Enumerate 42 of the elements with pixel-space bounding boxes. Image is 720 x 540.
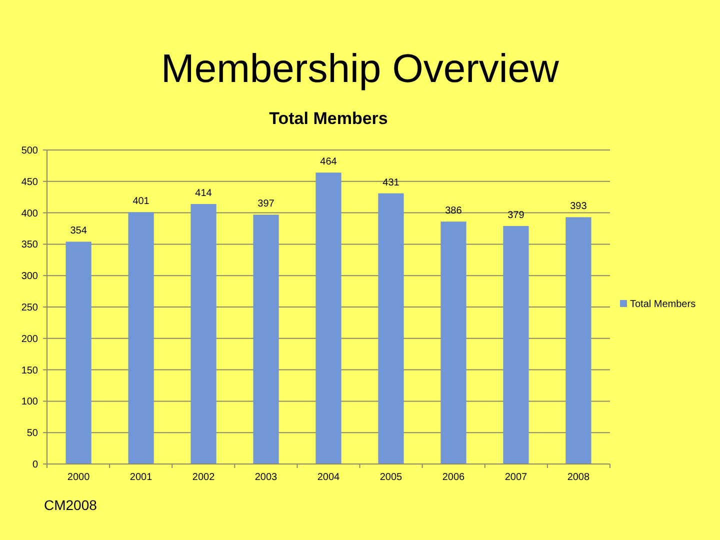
x-tick-label: 2006: [442, 472, 466, 483]
y-tick-label: 100: [21, 396, 38, 408]
legend-label: Total Members: [630, 299, 696, 310]
y-tick-label: 50: [26, 428, 38, 440]
chart-title: Membership Overview: [161, 47, 560, 91]
y-tick-label: 300: [21, 271, 38, 282]
x-tick-label: 2005: [380, 472, 403, 483]
x-tick-label: 2001: [130, 472, 153, 483]
data-label: 354: [70, 226, 88, 237]
y-tick-label: 350: [21, 240, 38, 251]
y-tick-label: 0: [32, 460, 38, 470]
data-label: 379: [508, 210, 525, 221]
y-tick-label: 150: [21, 365, 38, 376]
chart-subtitle: Total Members: [269, 109, 388, 128]
data-label: 401: [132, 196, 150, 208]
bar: [378, 193, 404, 464]
bar: [566, 217, 592, 464]
data-label: 397: [258, 198, 275, 210]
x-tick-label: 2007: [504, 472, 528, 483]
y-tick-label: 400: [21, 208, 38, 220]
bar: [66, 242, 92, 464]
data-label: 464: [320, 156, 338, 168]
bar: [190, 204, 216, 464]
text: CM2008: [44, 497, 98, 513]
bar: [440, 222, 466, 464]
y-tick-label: 450: [21, 176, 38, 188]
data-label: 414: [195, 188, 212, 200]
x-tick-label: 2008: [567, 472, 590, 483]
y-tick-label: 500: [21, 146, 38, 156]
x-tick-label: 2002: [192, 472, 216, 483]
x-tick-label: 2004: [317, 472, 340, 483]
bar: [503, 226, 529, 464]
y-tick-label: 200: [21, 334, 38, 345]
bar: [316, 172, 342, 464]
data-label: 386: [445, 206, 462, 217]
bar: [253, 214, 279, 464]
data-label: 393: [570, 201, 588, 212]
bar: [128, 212, 154, 464]
x-tick-label: 2000: [67, 472, 90, 483]
y-tick-label: 250: [21, 302, 38, 314]
x-tick-label: 2003: [254, 472, 278, 483]
data-label: 431: [382, 177, 400, 188]
